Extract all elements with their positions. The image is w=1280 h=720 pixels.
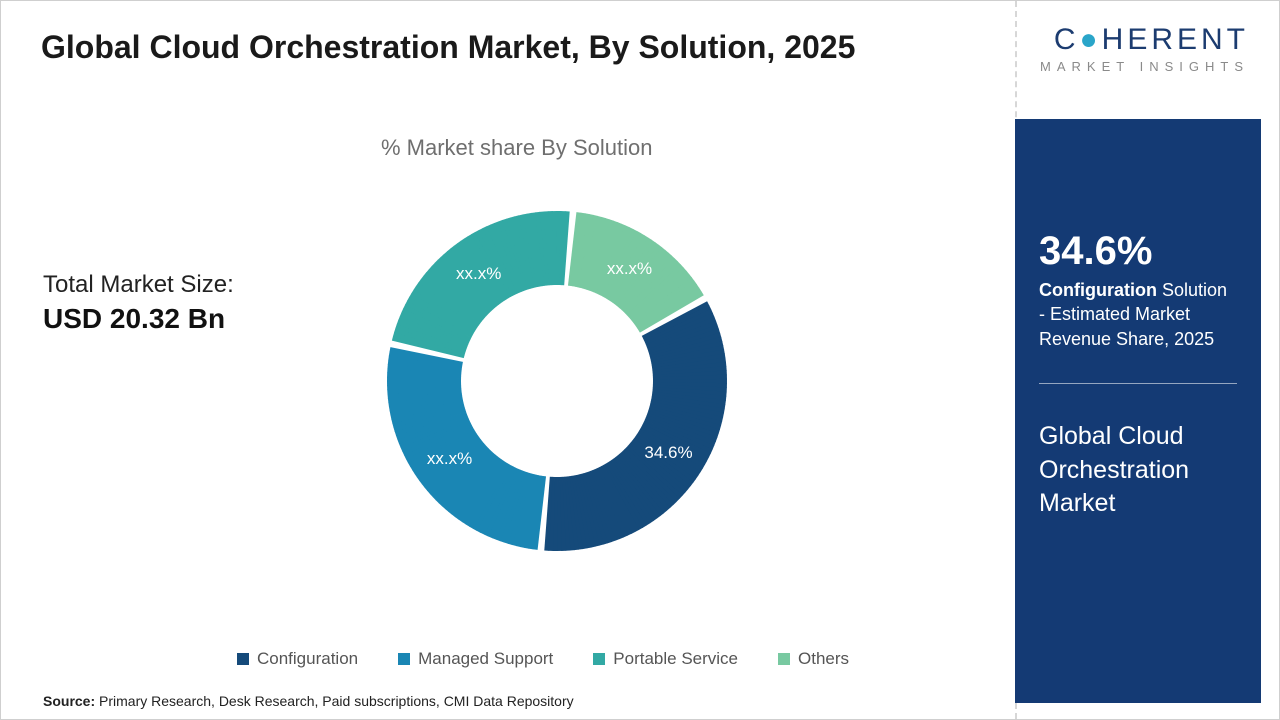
panel-title: Global Cloud Orchestration Market — [1039, 420, 1237, 521]
legend-label-2: Portable Service — [613, 649, 738, 669]
legend-label-3: Others — [798, 649, 849, 669]
brand-tagline: MARKET INSIGHTS — [1040, 59, 1249, 74]
panel-divider — [1039, 383, 1237, 384]
chart-legend: Configuration Managed Support Portable Ser… — [237, 649, 937, 669]
source-prefix: Source: — [43, 693, 95, 709]
donut-chart: 34.6%xx.x%xx.x%xx.x% — [347, 171, 767, 591]
legend-swatch-2 — [593, 653, 605, 665]
total-size-label: Total Market Size: — [43, 271, 234, 299]
total-size-value: USD 20.32 Bn — [43, 303, 225, 335]
source-text: Primary Research, Desk Research, Paid su… — [95, 693, 574, 709]
stat-desc-bold: Configuration — [1039, 280, 1157, 300]
stat-percent: 34.6% — [1039, 229, 1237, 274]
main-area: Global Cloud Orchestration Market, By So… — [1, 1, 1017, 719]
legend-item-0: Configuration — [237, 649, 358, 669]
legend-swatch-1 — [398, 653, 410, 665]
legend-swatch-3 — [778, 653, 790, 665]
legend-item-2: Portable Service — [593, 649, 738, 669]
legend-label-0: Configuration — [257, 649, 358, 669]
legend-item-1: Managed Support — [398, 649, 553, 669]
legend-label-1: Managed Support — [418, 649, 553, 669]
brand-bullet-icon: ● — [1080, 23, 1102, 56]
brand-name: C●HERENT — [1040, 23, 1249, 57]
page-title: Global Cloud Orchestration Market, By So… — [41, 27, 861, 68]
source-line: Source: Primary Research, Desk Research,… — [43, 693, 574, 709]
legend-item-3: Others — [778, 649, 849, 669]
stat-description: Configuration Solution - Estimated Marke… — [1039, 278, 1237, 351]
legend-swatch-0 — [237, 653, 249, 665]
donut-svg — [347, 171, 767, 591]
brand-logo: C●HERENT MARKET INSIGHTS — [1040, 23, 1249, 74]
chart-subtitle: % Market share By Solution — [381, 135, 652, 161]
stat-panel: 34.6% Configuration Solution - Estimated… — [1015, 119, 1261, 703]
